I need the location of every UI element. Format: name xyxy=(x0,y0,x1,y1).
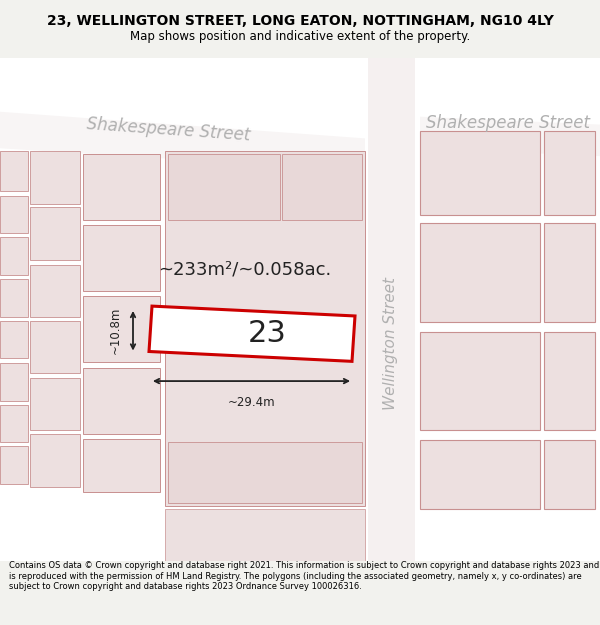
Polygon shape xyxy=(30,208,80,260)
Polygon shape xyxy=(165,151,365,506)
Polygon shape xyxy=(368,58,415,561)
Text: ~10.8m: ~10.8m xyxy=(109,307,121,354)
Polygon shape xyxy=(544,131,595,216)
Text: Map shows position and indicative extent of the property.: Map shows position and indicative extent… xyxy=(130,30,470,43)
Polygon shape xyxy=(0,446,28,484)
Polygon shape xyxy=(0,237,28,274)
Polygon shape xyxy=(420,223,540,322)
Text: Shakespeare Street: Shakespeare Street xyxy=(426,114,590,132)
Polygon shape xyxy=(0,112,365,171)
Polygon shape xyxy=(420,117,600,156)
Polygon shape xyxy=(30,378,80,431)
Polygon shape xyxy=(420,440,540,509)
Polygon shape xyxy=(83,154,160,220)
Polygon shape xyxy=(83,296,160,362)
Polygon shape xyxy=(30,321,80,373)
Text: 23, WELLINGTON STREET, LONG EATON, NOTTINGHAM, NG10 4LY: 23, WELLINGTON STREET, LONG EATON, NOTTI… xyxy=(47,14,553,28)
Polygon shape xyxy=(30,264,80,317)
Polygon shape xyxy=(544,223,595,322)
Polygon shape xyxy=(282,154,362,220)
Text: 23: 23 xyxy=(248,319,286,348)
Polygon shape xyxy=(0,363,28,401)
Polygon shape xyxy=(30,151,80,204)
Polygon shape xyxy=(0,151,28,191)
Polygon shape xyxy=(0,321,28,358)
Polygon shape xyxy=(0,279,28,317)
Polygon shape xyxy=(420,332,540,431)
Polygon shape xyxy=(0,196,28,233)
Polygon shape xyxy=(83,439,160,492)
Polygon shape xyxy=(168,442,362,503)
Polygon shape xyxy=(30,434,80,487)
Polygon shape xyxy=(168,154,280,220)
Polygon shape xyxy=(544,440,595,509)
Polygon shape xyxy=(0,405,28,442)
Text: ~29.4m: ~29.4m xyxy=(227,396,275,409)
Polygon shape xyxy=(149,306,355,361)
Text: Contains OS data © Crown copyright and database right 2021. This information is : Contains OS data © Crown copyright and d… xyxy=(9,561,599,591)
Polygon shape xyxy=(83,225,160,291)
Polygon shape xyxy=(544,332,595,431)
Polygon shape xyxy=(420,131,540,216)
Text: Wellington Street: Wellington Street xyxy=(383,277,398,410)
Polygon shape xyxy=(165,509,365,561)
Text: ~233m²/~0.058ac.: ~233m²/~0.058ac. xyxy=(158,261,332,279)
Polygon shape xyxy=(0,58,600,561)
Text: Shakespeare Street: Shakespeare Street xyxy=(86,115,250,144)
Polygon shape xyxy=(83,368,160,434)
